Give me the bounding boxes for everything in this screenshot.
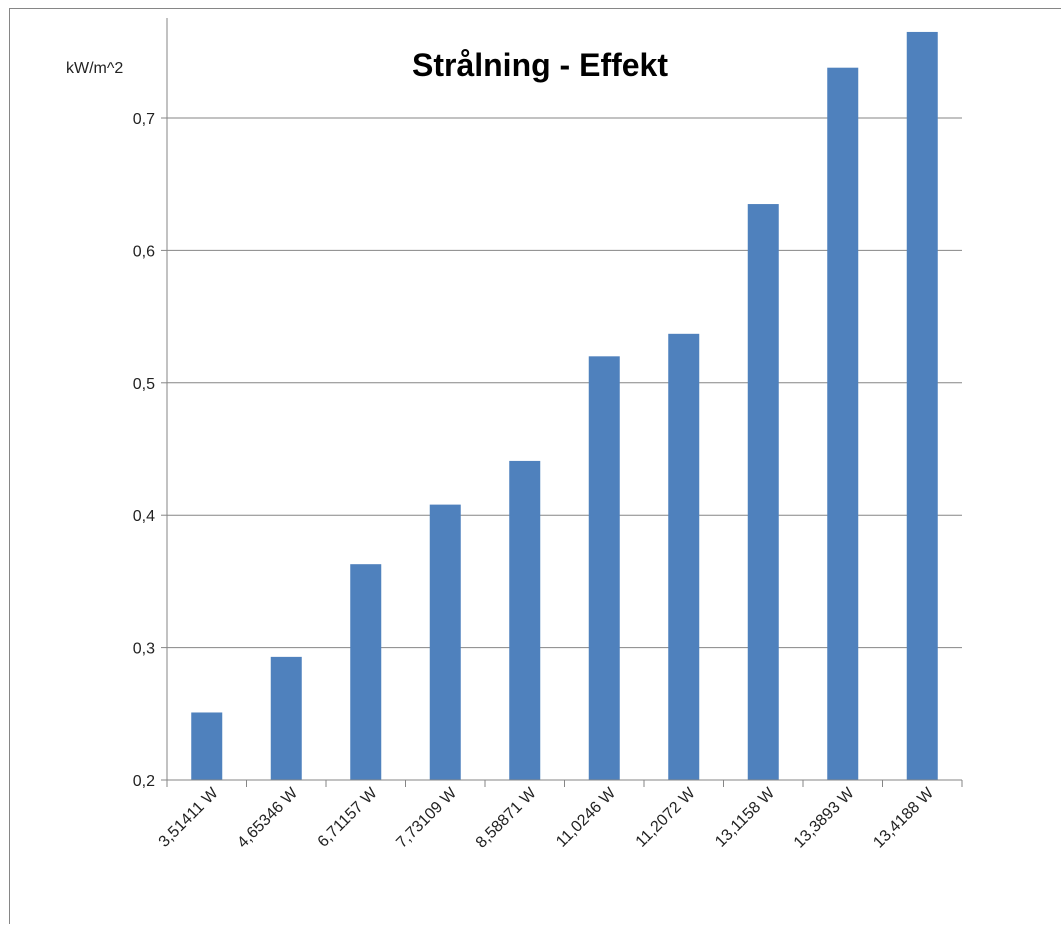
x-tick-label: 7,73109 W [393, 784, 460, 851]
x-tick-label: 4,65346 W [234, 784, 301, 851]
y-axis-label: kW/m^2 [66, 60, 123, 77]
bar [588, 356, 620, 780]
x-tick-label: 8,58871 W [473, 784, 540, 851]
y-tick-label: 0,6 [133, 243, 155, 260]
x-tick-label: 13,4188 W [870, 784, 937, 851]
x-tick-label: 13,1158 W [712, 784, 779, 851]
x-tick-label: 3,51411 W [156, 784, 223, 851]
chart-title: Strålning - Effekt [412, 47, 668, 83]
y-tick-label: 0,4 [133, 508, 155, 525]
bars [191, 31, 938, 781]
y-tick-label: 0,7 [133, 111, 155, 128]
bar [509, 460, 541, 780]
bar [747, 204, 779, 780]
bar [350, 564, 382, 780]
bar [429, 504, 461, 780]
x-tick-label: 6,71157 W [315, 784, 382, 851]
axes [161, 18, 963, 787]
bar [827, 67, 859, 781]
y-tick-label: 0,2 [133, 773, 155, 790]
bar [906, 31, 938, 780]
x-tick-label: 11,2072 W [633, 784, 700, 851]
x-tick-label: 11,0246 W [553, 784, 620, 851]
bar [668, 333, 700, 780]
x-tick-label: 13,3893 W [791, 784, 858, 851]
bar [191, 712, 223, 780]
y-tick-label: 0,3 [133, 641, 155, 658]
y-tick-label: 0,5 [133, 376, 155, 393]
bar [270, 656, 302, 780]
